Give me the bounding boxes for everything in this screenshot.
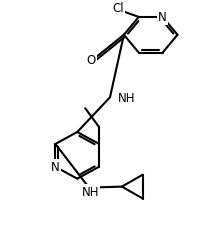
Text: Cl: Cl [112,2,124,15]
Text: NH: NH [118,91,135,104]
Text: NH: NH [81,185,99,198]
Text: O: O [86,54,96,67]
Text: N: N [51,160,60,173]
Text: N: N [158,11,167,24]
